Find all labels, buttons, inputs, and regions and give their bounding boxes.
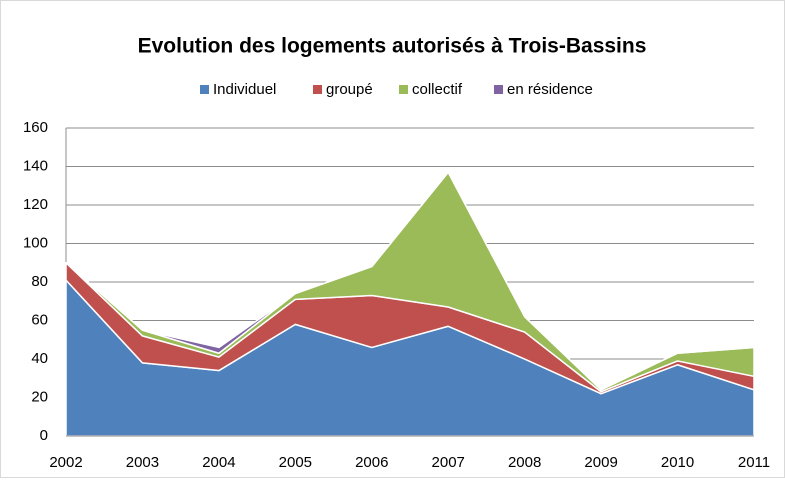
y-tick-label: 60 — [31, 311, 48, 328]
y-tick-label: 140 — [23, 157, 48, 174]
y-tick-label: 120 — [23, 196, 48, 213]
y-tick-label: 20 — [31, 388, 48, 405]
x-tick-label: 2006 — [355, 454, 388, 471]
legend-swatch — [200, 85, 209, 94]
legend-swatch — [494, 85, 503, 94]
x-tick-label: 2007 — [432, 454, 465, 471]
legend-swatch — [399, 85, 408, 94]
x-tick-label: 2009 — [584, 454, 617, 471]
x-tick-label: 2011 — [738, 454, 770, 471]
legend-label: collectif — [412, 81, 463, 98]
y-tick-label: 40 — [31, 350, 48, 367]
y-tick-label: 160 — [23, 119, 48, 136]
x-tick-label: 2002 — [49, 454, 82, 471]
chart-title: Evolution des logements autorisés à Troi… — [138, 35, 647, 58]
legend-label: en résidence — [507, 81, 593, 98]
legend-label: groupé — [326, 81, 373, 98]
x-tick-label: 2010 — [661, 454, 694, 471]
x-tick-label: 2005 — [279, 454, 312, 471]
legend-label: Individuel — [213, 81, 276, 98]
x-tick-label: 2004 — [202, 454, 235, 471]
x-tick-label: 2003 — [126, 454, 159, 471]
legend-swatch — [313, 85, 322, 94]
x-tick-label: 2008 — [508, 454, 541, 471]
area — [65, 171, 755, 391]
y-tick-label: 80 — [31, 273, 48, 290]
y-tick-label: 0 — [40, 427, 48, 444]
y-tick-label: 100 — [23, 234, 48, 251]
